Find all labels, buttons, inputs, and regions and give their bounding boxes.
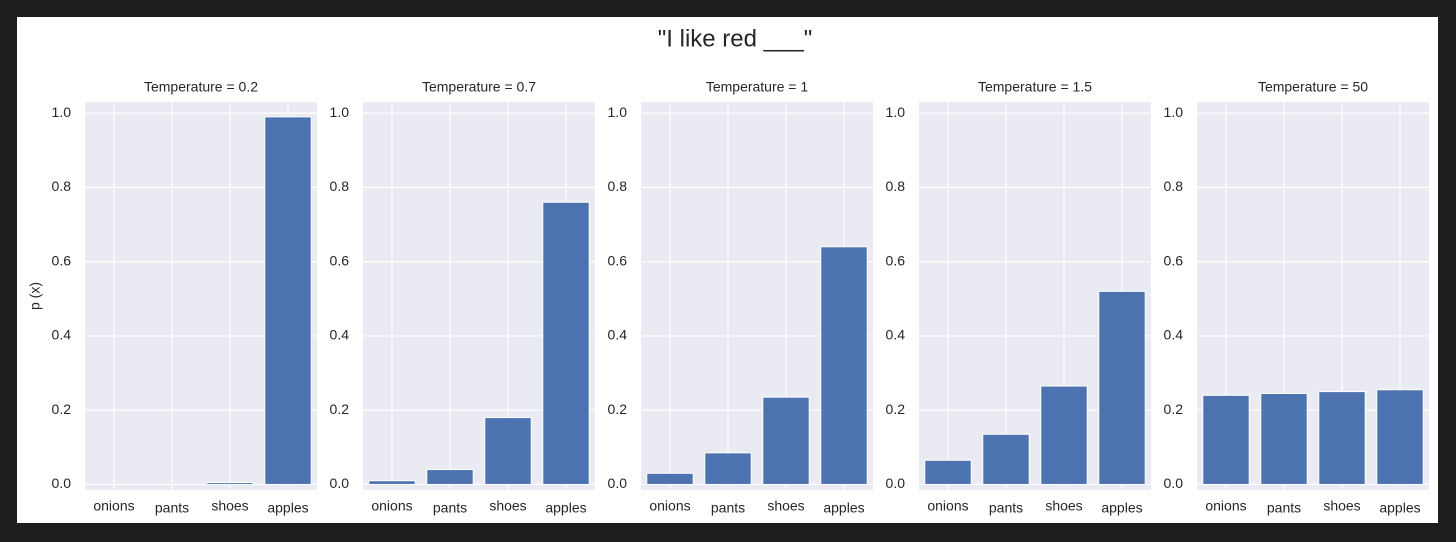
subplot-title: Temperature = 0.2 — [144, 79, 258, 95]
figure-title: "I like red ___" — [658, 25, 812, 52]
bar — [1376, 389, 1424, 485]
subplot: Temperature = 0.2 p (x) 0.0 0.2 0.4 0.6 0.8 1.0… — [27, 79, 317, 516]
subplot-title: Temperature = 50 — [1258, 79, 1368, 95]
x-tick-label: apples — [1379, 500, 1420, 516]
bar — [646, 472, 694, 485]
x-tick-label: onions — [93, 498, 134, 514]
bar — [206, 482, 254, 485]
y-tick-label: 0.6 — [330, 252, 350, 268]
y-tick-label: 0.0 — [1164, 475, 1184, 491]
y-tick-label: 0.8 — [608, 178, 628, 194]
bar — [1040, 385, 1088, 485]
x-tick-label: pants — [1267, 500, 1301, 516]
x-tick-label: onions — [649, 498, 690, 514]
y-tick-label: 0.6 — [52, 252, 72, 268]
y-tick-label: 1.0 — [330, 104, 350, 120]
bar — [368, 480, 416, 485]
x-tick-label: pants — [155, 500, 189, 516]
x-tick-label: pants — [989, 500, 1023, 516]
y-tick-label: 1.0 — [52, 104, 72, 120]
bar — [484, 417, 532, 485]
bar — [762, 396, 810, 485]
y-tick-label: 0.4 — [886, 327, 906, 343]
y-tick-label: 0.2 — [608, 401, 628, 417]
x-tick-label: onions — [927, 498, 968, 514]
bar — [820, 246, 868, 485]
bar — [542, 201, 590, 485]
y-tick-label: 0.4 — [608, 327, 628, 343]
y-tick-label: 0.0 — [330, 475, 350, 491]
bar — [426, 469, 474, 485]
x-tick-label: apples — [545, 500, 586, 516]
bar — [1260, 392, 1308, 485]
y-tick-label: 0.6 — [608, 252, 628, 268]
subplot-title: Temperature = 1 — [706, 79, 809, 95]
y-tick-label: 0.2 — [1164, 401, 1184, 417]
y-tick-label: 0.0 — [608, 475, 628, 491]
y-tick-label: 0.2 — [330, 401, 350, 417]
x-tick-label: shoes — [767, 498, 804, 514]
x-tick-label: onions — [1205, 498, 1246, 514]
x-tick-label: shoes — [1045, 498, 1082, 514]
y-tick-label: 0.8 — [886, 178, 906, 194]
x-tick-label: shoes — [211, 498, 248, 514]
subplot: Temperature = 1.5 0.0 0.2 0.4 0.6 0.8 1.0 onion… — [886, 79, 1151, 516]
y-tick-label: 1.0 — [1164, 104, 1184, 120]
x-tick-label: shoes — [489, 498, 526, 514]
bar — [982, 433, 1030, 485]
bar — [1318, 391, 1366, 485]
subplot: Temperature = 1 0.0 0.2 0.4 0.6 0.8 1.0 onions p… — [608, 79, 873, 516]
x-tick-label: pants — [433, 500, 467, 516]
y-tick-label: 1.0 — [886, 104, 906, 120]
y-tick-label: 0.0 — [52, 475, 72, 491]
y-tick-label: 0.4 — [330, 327, 350, 343]
y-tick-label: 0.4 — [52, 327, 72, 343]
y-tick-label: 0.6 — [1164, 252, 1184, 268]
subplot: Temperature = 0.7 0.0 0.2 0.4 0.6 0.8 1.0 onion… — [330, 79, 595, 516]
bar — [924, 459, 972, 485]
bar — [264, 116, 312, 485]
x-tick-label: pants — [711, 500, 745, 516]
x-tick-label: onions — [371, 498, 412, 514]
y-tick-label: 0.6 — [886, 252, 906, 268]
x-tick-label: apples — [1101, 500, 1142, 516]
x-tick-label: shoes — [1323, 498, 1360, 514]
y-axis-label: p (x) — [27, 282, 43, 310]
subplot-title: Temperature = 0.7 — [422, 79, 536, 95]
y-tick-label: 0.0 — [886, 475, 906, 491]
y-tick-label: 0.8 — [1164, 178, 1184, 194]
y-tick-label: 0.8 — [52, 178, 72, 194]
y-tick-label: 1.0 — [608, 104, 628, 120]
y-tick-label: 0.8 — [330, 178, 350, 194]
x-tick-label: apples — [267, 500, 308, 516]
subplot-title: Temperature = 1.5 — [978, 79, 1092, 95]
bar — [1202, 394, 1250, 485]
x-tick-label: apples — [823, 500, 864, 516]
subplot: Temperature = 50 0.0 0.2 0.4 0.6 0.8 1.0 onions… — [1164, 79, 1429, 516]
y-tick-label: 0.2 — [52, 401, 72, 417]
y-tick-label: 0.4 — [1164, 327, 1184, 343]
bar — [1098, 290, 1146, 485]
bar — [704, 452, 752, 485]
y-tick-label: 0.2 — [886, 401, 906, 417]
